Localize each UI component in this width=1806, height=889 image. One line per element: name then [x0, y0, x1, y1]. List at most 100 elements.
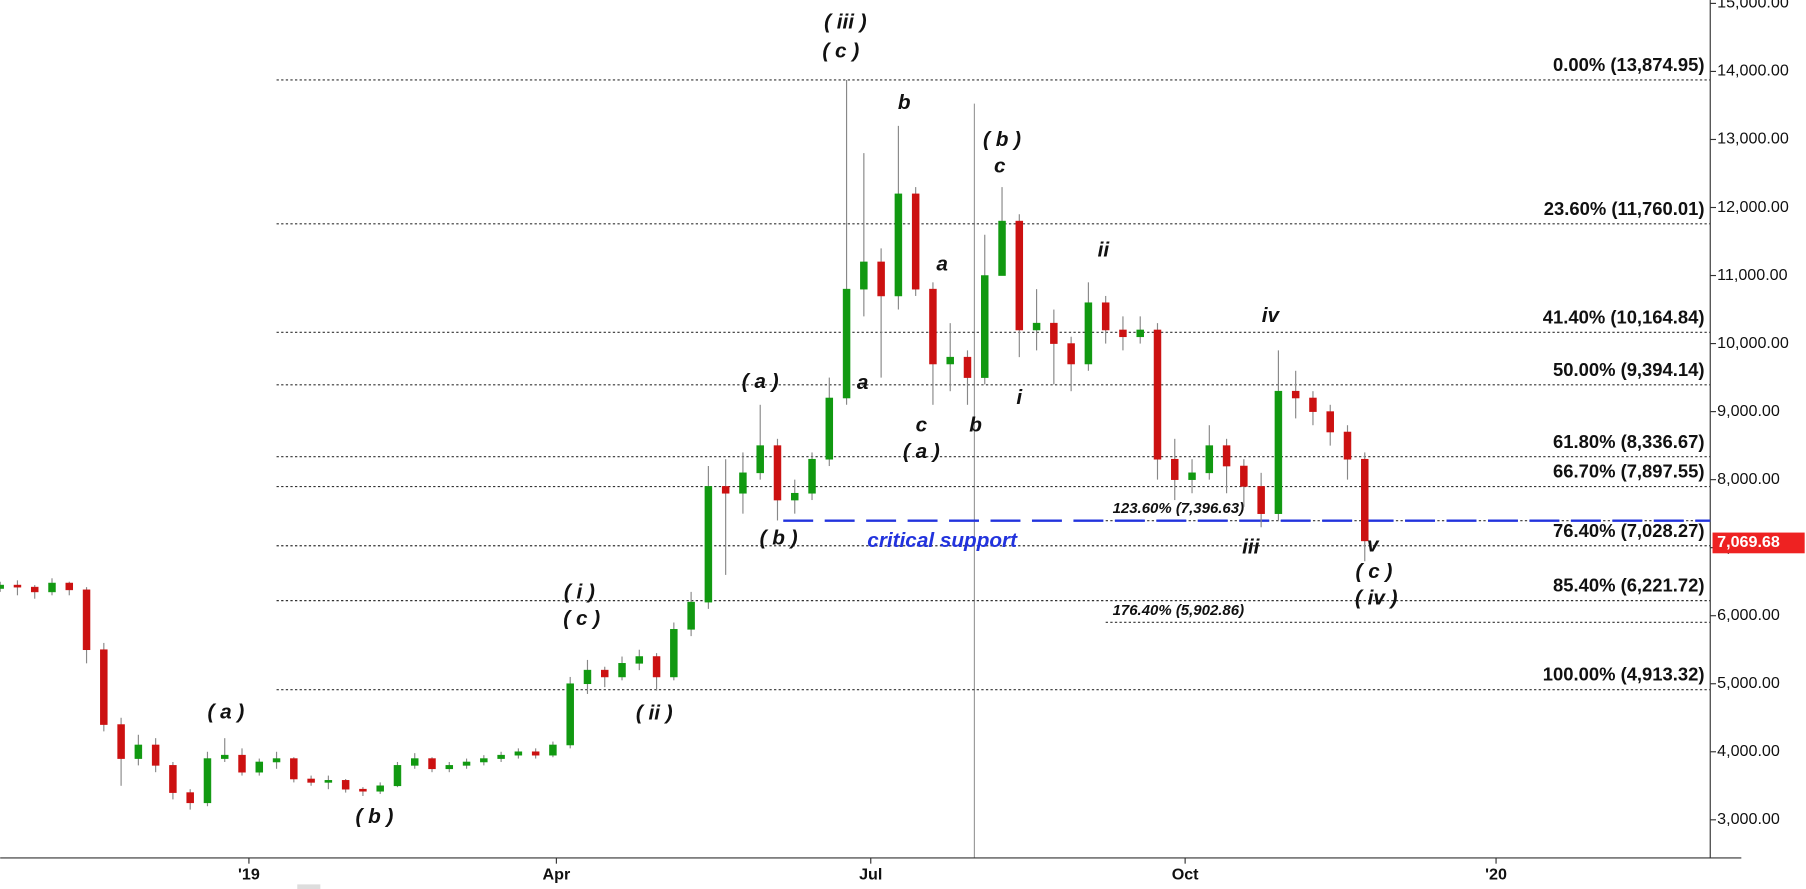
wave-label: ( c ) — [822, 39, 859, 62]
x-tick-label: Apr — [543, 865, 571, 883]
fib-level-label: 85.40% (6,221.72) — [1553, 575, 1704, 596]
candle-body — [445, 765, 454, 770]
scrollbar — [297, 884, 321, 889]
candle-body — [1032, 322, 1041, 331]
candle-body — [1240, 465, 1248, 487]
fib-level-label: 66.70% (7,897.55) — [1553, 461, 1704, 482]
wave-label: v — [1367, 533, 1380, 556]
candle-body — [946, 356, 954, 365]
candle-body — [134, 744, 143, 759]
candle-body — [566, 683, 574, 746]
candle-body — [670, 629, 678, 678]
wave-label: i — [1016, 386, 1023, 409]
candle-body — [324, 780, 333, 783]
candle-body — [238, 754, 246, 773]
candle-body — [1153, 329, 1162, 460]
candle-body — [82, 589, 91, 651]
wave-label: a — [857, 371, 869, 394]
candle-body — [842, 288, 851, 399]
y-tick-label: 14,000.00 — [1717, 62, 1789, 80]
candle-body — [410, 758, 419, 766]
candle-body — [635, 656, 644, 664]
candle-body — [808, 458, 816, 494]
candle-body — [1222, 445, 1231, 467]
y-tick-label: 3,000.00 — [1717, 810, 1780, 828]
candle-body — [100, 649, 108, 725]
wave-label: c — [916, 414, 928, 437]
candle-body — [1050, 322, 1058, 344]
candle-body — [169, 765, 177, 793]
candle-body — [514, 751, 523, 756]
x-tick-label: Jul — [859, 865, 882, 883]
fib-level-label: 41.40% (10,164.84) — [1543, 306, 1705, 327]
candle-body — [1171, 458, 1179, 480]
candle-body — [601, 669, 609, 678]
candle-body — [739, 472, 747, 494]
candle-body — [393, 765, 402, 787]
candle-body — [877, 261, 885, 297]
candle-body — [1326, 411, 1334, 433]
candle-body — [151, 744, 160, 766]
candle-body — [1188, 472, 1196, 480]
candle-body — [1136, 329, 1144, 338]
candle-body — [998, 220, 1006, 276]
fib-level-label: 50.00% (9,394.14) — [1553, 359, 1704, 380]
fib-level-label: 23.60% (11,760.01) — [1544, 198, 1705, 219]
last-price-label: 7,069.68 — [1717, 533, 1780, 551]
candle-body — [618, 663, 626, 678]
wave-label: b — [898, 91, 911, 114]
candle-body — [497, 754, 505, 759]
candle-body — [203, 758, 212, 804]
wave-label: ( ii ) — [636, 701, 673, 724]
x-tick-label: '19 — [238, 865, 260, 883]
candle-body — [1274, 390, 1283, 514]
candle-body — [30, 586, 39, 593]
candle-body — [652, 656, 661, 678]
wave-label: ( c ) — [1356, 560, 1393, 583]
candle-body — [911, 193, 920, 290]
candle-body — [462, 761, 471, 766]
y-tick-label: 6,000.00 — [1717, 606, 1780, 624]
candle-body — [480, 758, 488, 763]
candle-body — [186, 792, 194, 804]
fib-extension-label: 123.60% (7,396.63) — [1113, 500, 1245, 517]
candle-body — [531, 751, 540, 756]
y-tick-label: 13,000.00 — [1717, 130, 1789, 148]
y-tick-label: 5,000.00 — [1717, 674, 1780, 692]
candle-body — [272, 758, 281, 763]
candle-body — [704, 486, 713, 603]
wave-label: ( b ) — [760, 526, 798, 549]
wave-label: ii — [1098, 239, 1111, 262]
candle-body — [48, 582, 56, 593]
fib-extension-label: 176.40% (5,902.86) — [1113, 602, 1245, 619]
candle-body — [687, 601, 695, 630]
candle-body — [341, 780, 350, 790]
candle-body — [860, 261, 868, 290]
last-price-tag — [1712, 532, 1805, 554]
candle-body — [359, 788, 367, 792]
candle-body — [1084, 302, 1093, 365]
candle-body — [1119, 329, 1127, 338]
candle-body — [1015, 220, 1024, 331]
y-tick-label: 15,000.00 — [1717, 0, 1789, 12]
y-tick-label: 10,000.00 — [1717, 334, 1789, 352]
fib-level-label: 0.00% (13,874.95) — [1553, 54, 1704, 75]
wave-label: iii — [1242, 536, 1261, 559]
candle-body — [255, 761, 264, 773]
y-tick-label: 8,000.00 — [1717, 470, 1780, 488]
y-tick-label: 4,000.00 — [1717, 742, 1780, 760]
y-tick-label: 12,000.00 — [1717, 198, 1789, 216]
critical-support-label: critical support — [867, 529, 1018, 552]
candle-body — [117, 724, 125, 759]
candle-body — [981, 275, 989, 378]
fib-level-label: 61.80% (8,336.67) — [1553, 431, 1704, 452]
candle-body — [583, 669, 592, 685]
fib-level-label: 100.00% (4,913.32) — [1543, 664, 1705, 685]
x-tick-label: '20 — [1485, 865, 1507, 883]
candle-body — [1309, 397, 1317, 412]
wave-label: b — [969, 414, 982, 437]
candle-body — [963, 356, 972, 378]
candle-body — [13, 584, 22, 588]
